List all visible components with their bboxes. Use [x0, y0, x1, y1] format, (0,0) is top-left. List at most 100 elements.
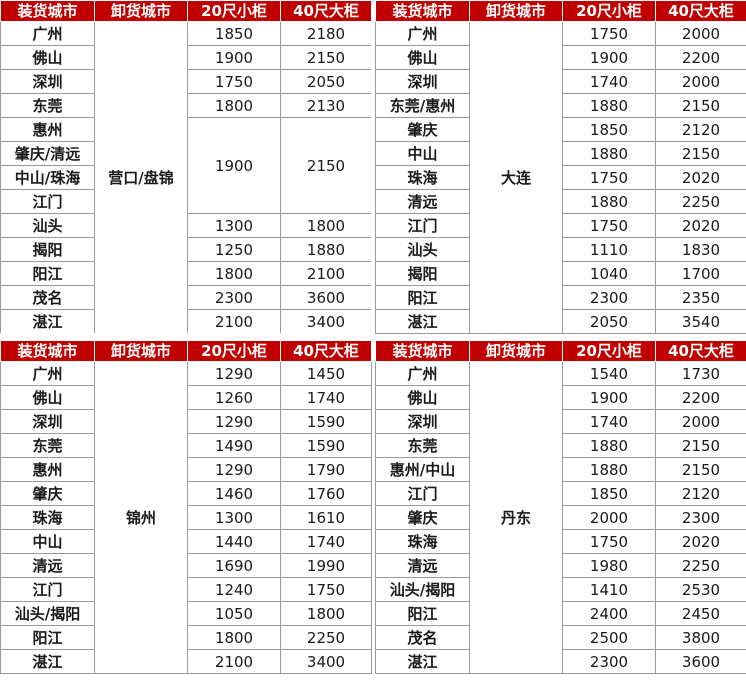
cell-price-20ft: 1880 — [562, 433, 656, 458]
cell-price-20ft: 1460 — [187, 481, 281, 506]
cell-price-40ft: 2150 — [655, 93, 746, 118]
col-header-20ft: 20尺小柜 — [562, 0, 656, 22]
cell-loading-city: 东莞/惠州 — [375, 93, 470, 118]
cell-price-20ft: 2000 — [562, 505, 656, 530]
table-row: 肇庆 1850 2120 — [375, 117, 746, 142]
table-row: 江门 1850 2120 — [375, 481, 746, 506]
col-header-40ft: 40尺大柜 — [280, 340, 372, 362]
cell-loading-city: 佛山 — [375, 385, 470, 410]
cell-loading-city: 茂名 — [375, 625, 470, 650]
price-table-dalian: 装货城市 卸货城市 20尺小柜 40尺大柜 广州 大连 1750 2000 佛山 1900 2200… — [375, 0, 746, 334]
cell-loading-city: 阳江 — [0, 261, 95, 286]
cell-price-20ft: 1800 — [187, 261, 281, 286]
cell-price-20ft: 2300 — [187, 285, 281, 310]
cell-price-40ft: 2450 — [655, 601, 746, 626]
cell-price-40ft: 2200 — [655, 385, 746, 410]
cell-price-40ft: 2250 — [655, 189, 746, 214]
cell-price-20ft: 1040 — [562, 261, 656, 286]
col-header-20ft: 20尺小柜 — [187, 0, 281, 22]
cell-price-20ft: 1800 — [187, 93, 281, 118]
cell-price-20ft: 1300 — [187, 505, 281, 530]
table-row: 东莞 1490 1590 — [0, 433, 372, 458]
table-row: 肇庆 2000 2300 — [375, 505, 746, 530]
cell-price-20ft: 1850 — [562, 117, 656, 142]
col-header-load: 装货城市 — [375, 340, 470, 362]
cell-price-20ft: 1440 — [187, 529, 281, 554]
cell-price-40ft: 1740 — [280, 385, 372, 410]
table-row: 佛山 1900 2200 — [375, 45, 746, 70]
cell-loading-city: 东莞 — [375, 433, 470, 458]
table-row: 湛江 2100 3400 — [0, 649, 372, 674]
cell-price-20ft: 1850 — [187, 21, 281, 46]
cell-loading-city: 湛江 — [375, 309, 470, 334]
cell-price-20ft: 1750 — [562, 21, 656, 46]
table-row: 茂名 2300 3600 — [0, 285, 372, 310]
cell-price-20ft: 1750 — [562, 165, 656, 190]
cell-price-40ft: 2150 — [655, 457, 746, 482]
cell-destination-city: 营口/盘锦 — [94, 21, 188, 334]
quadrant-bottom-left: 装货城市 卸货城市 20尺小柜 40尺大柜 广州 锦州 1290 1450 佛山 1260 1740… — [0, 340, 372, 683]
cell-loading-city: 深圳 — [375, 409, 470, 434]
cell-loading-city: 湛江 — [375, 649, 470, 674]
table-row: 珠海 1750 2020 — [375, 529, 746, 554]
cell-price-40ft: 2180 — [280, 21, 372, 46]
col-header-load: 装货城市 — [0, 0, 95, 22]
cell-price-40ft: 2120 — [655, 117, 746, 142]
table-row: 中山 1880 2150 — [375, 141, 746, 166]
cell-price-40ft: 1760 — [280, 481, 372, 506]
cell-price-40ft: 2020 — [655, 529, 746, 554]
cell-loading-city: 珠海 — [375, 529, 470, 554]
cell-loading-city: 阳江 — [0, 625, 95, 650]
cell-price-40ft: 2020 — [655, 213, 746, 238]
cell-price-40ft: 1750 — [280, 577, 372, 602]
cell-loading-city: 汕头/揭阳 — [0, 601, 95, 626]
cell-loading-city: 广州 — [0, 361, 95, 386]
cell-loading-city: 肇庆 — [375, 117, 470, 142]
cell-price-40ft: 1790 — [280, 457, 372, 482]
cell-loading-city: 广州 — [0, 21, 95, 46]
cell-price-20ft: 1750 — [562, 213, 656, 238]
table-row: 广州 锦州 1290 1450 — [0, 361, 372, 674]
table-row: 湛江 2300 3600 — [375, 649, 746, 674]
cell-loading-city: 阳江 — [375, 601, 470, 626]
cell-price-40ft: 2000 — [655, 69, 746, 94]
cell-price-20ft: 1850 — [562, 481, 656, 506]
cell-loading-city: 深圳 — [0, 409, 95, 434]
table-row: 清远 1880 2250 — [375, 189, 746, 214]
cell-price-40ft: 2100 — [280, 261, 372, 286]
quadrant-bottom-right: 装货城市 卸货城市 20尺小柜 40尺大柜 广州 丹东 1540 1730 佛山 1900 2200… — [375, 340, 746, 683]
cell-price-20ft: 1740 — [562, 69, 656, 94]
cell-price-20ft: 1290 — [187, 457, 281, 482]
table-row: 湛江 2100 3400 — [0, 309, 372, 334]
cell-loading-city: 湛江 — [0, 309, 95, 334]
col-header-dest: 卸货城市 — [469, 0, 563, 22]
cell-price-20ft: 1690 — [187, 553, 281, 578]
cell-loading-city: 江门 — [375, 213, 470, 238]
table-row: 阳江 2400 2450 — [375, 601, 746, 626]
cell-loading-city: 清远 — [375, 553, 470, 578]
cell-price-40ft: 1590 — [280, 409, 372, 434]
cell-loading-city: 佛山 — [0, 45, 95, 70]
cell-loading-city: 揭阳 — [0, 237, 95, 262]
col-header-20ft: 20尺小柜 — [187, 340, 281, 362]
cell-price-20ft: 1490 — [187, 433, 281, 458]
cell-loading-city: 惠州 — [0, 457, 95, 482]
cell-price-20ft: 2050 — [562, 309, 656, 334]
cell-price-40ft: 2150 — [655, 433, 746, 458]
cell-price-40ft: 2000 — [655, 21, 746, 46]
cell-price-20ft: 1290 — [187, 409, 281, 434]
cell-loading-city: 汕头 — [0, 213, 95, 238]
table-row: 广州 营口/盘锦 1850 2180 — [0, 21, 372, 334]
table-row: 佛山 1900 2200 — [375, 385, 746, 410]
cell-price-40ft: 2150 — [280, 117, 372, 214]
cell-price-20ft: 1750 — [562, 529, 656, 554]
quadrant-top-left: 装货城市 卸货城市 20尺小柜 40尺大柜 广州 营口/盘锦 1850 2180 佛山 1900 2… — [0, 0, 372, 334]
cell-price-40ft: 1880 — [280, 237, 372, 262]
table-row: 肇庆/清远 — [0, 141, 372, 166]
cell-loading-city: 佛山 — [375, 45, 470, 70]
table-row: 东莞 1880 2150 — [375, 433, 746, 458]
cell-price-40ft: 2120 — [655, 481, 746, 506]
cell-price-40ft: 2050 — [280, 69, 372, 94]
row-gap — [0, 333, 746, 340]
cell-price-20ft: 2500 — [562, 625, 656, 650]
